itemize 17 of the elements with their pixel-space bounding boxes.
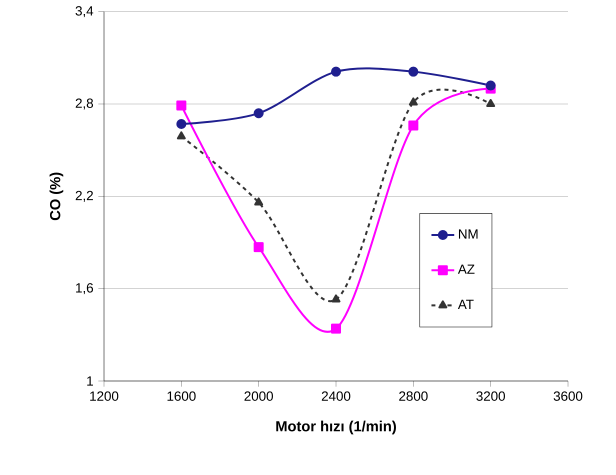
y-tick-label: 2,2 xyxy=(76,190,93,202)
legend-label: AZ xyxy=(458,264,475,274)
legend-label: NM xyxy=(458,229,478,239)
y-tick-label: 1,6 xyxy=(76,283,94,294)
y-tick-label: 3,4 xyxy=(76,6,94,18)
x-tick-label: 1600 xyxy=(168,391,196,401)
x-axis-title: Motor hızı (1/min) xyxy=(276,420,396,434)
x-tick-label: 2400 xyxy=(322,391,350,401)
y-tick-label: 1 xyxy=(87,376,93,386)
legend-label: AT xyxy=(458,300,474,309)
x-tick-label: 1200 xyxy=(90,391,118,401)
x-tick-label: 2000 xyxy=(244,391,273,401)
y-axis-title: CO (%) xyxy=(50,172,64,220)
x-tick-label: 3600 xyxy=(554,391,582,401)
x-tick-label: 2800 xyxy=(399,391,428,401)
x-tick-label: 3200 xyxy=(476,391,505,401)
y-tick-label: 2,8 xyxy=(76,98,94,110)
